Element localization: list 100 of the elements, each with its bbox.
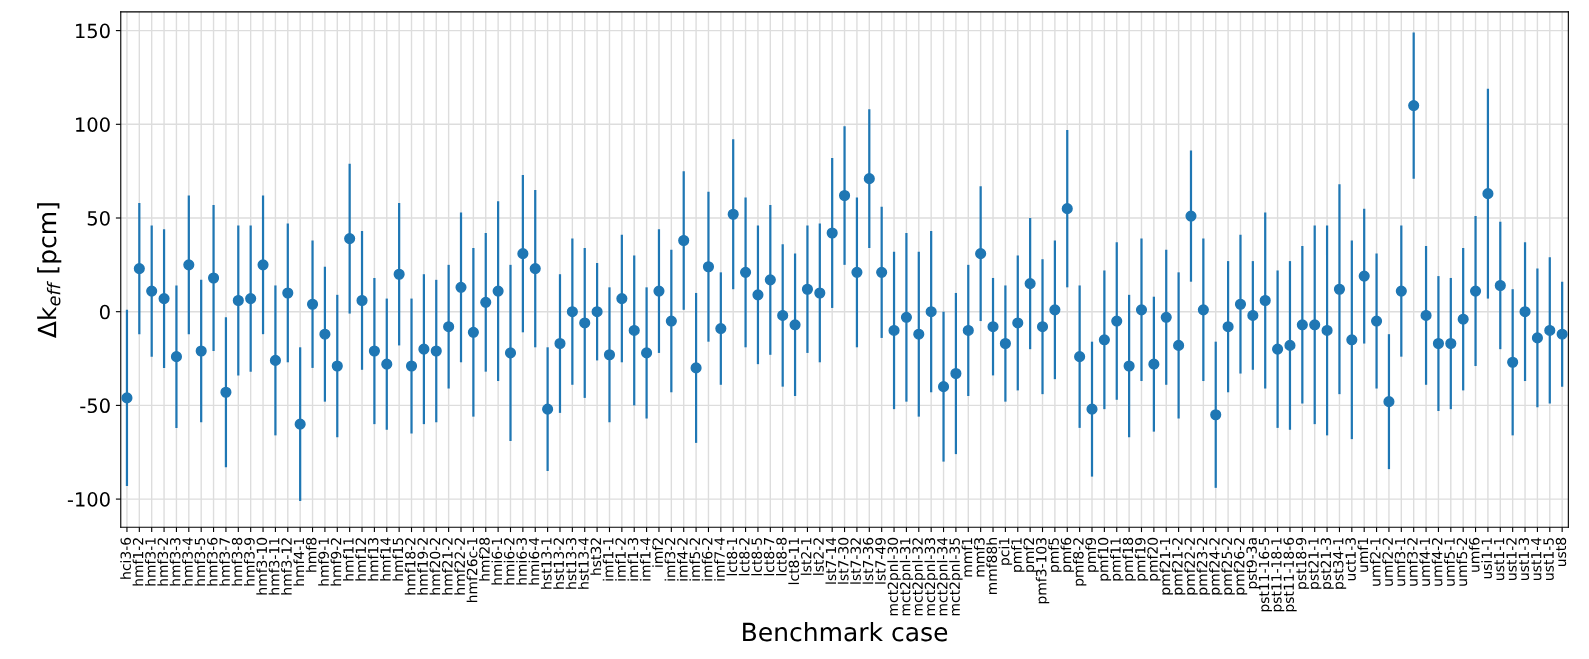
x-tick-label: umf3-2	[1406, 538, 1418, 586]
x-tick-label: mmf88h	[986, 538, 998, 595]
x-tick-label: pmf2	[1023, 538, 1037, 572]
x-tick-label: lst7-49	[874, 537, 886, 584]
x-tick-label: pmf1	[1011, 538, 1025, 572]
x-tick-label: hmf3-9	[243, 537, 255, 586]
x-tick-label: hst13-3	[565, 538, 577, 589]
x-tick-label: hmf1-2	[132, 538, 144, 586]
x-tick-label: lst7-32	[850, 538, 861, 584]
x-tick-label: ust8	[1555, 537, 1567, 567]
x-tick-label: lct8-11	[788, 538, 800, 585]
x-tick-label: pmf25-2	[1221, 538, 1235, 595]
x-tick-label: pmf21-2	[1171, 538, 1186, 595]
x-tick-label: ust1-5	[1543, 538, 1554, 580]
x-tick-label: pmf10	[1097, 537, 1112, 581]
x-tick-label: imf1-3	[627, 538, 639, 581]
x-tick-label: lct8-2	[738, 538, 750, 576]
x-tick-label: hmf3-4	[182, 537, 193, 586]
x-tick-label: hmf3-12	[281, 538, 292, 595]
x-tick-label: hmf12	[355, 538, 366, 581]
x-tick-label: pci1	[998, 538, 1013, 565]
x-tick-label: pmf9	[1085, 537, 1099, 572]
x-tick-label: hst32	[590, 538, 602, 575]
x-tick-label: hmf3-2	[157, 538, 169, 586]
x-tick-label: pmf26-2	[1233, 538, 1248, 595]
x-tick-label: hmf4-1	[293, 538, 304, 586]
x-tick-label: pmf20	[1147, 537, 1161, 581]
x-tick-label: hmf3-5	[194, 538, 206, 586]
x-tick-label: hmi6-4	[528, 537, 540, 585]
x-tick-label: hmf3-8	[231, 537, 243, 586]
x-tick-label: umf4-1	[1419, 538, 1431, 586]
x-tick-label: ust1-2	[1506, 538, 1517, 580]
x-tick-label: imf4-2	[676, 538, 688, 581]
x-tick-label: pmf8-2	[1072, 538, 1087, 586]
y-tick-label: 0	[99, 304, 110, 320]
x-tick-label: hmi6-1	[491, 538, 503, 585]
x-tick-label: umf3-1	[1394, 538, 1406, 586]
x-tick-label: hst13-2	[553, 538, 565, 589]
x-tick-label: pst18-9	[1295, 537, 1310, 589]
x-tick-label: hmf8	[305, 537, 317, 572]
x-tick-label: pmf3-103	[1035, 538, 1050, 604]
y-tick-label: 150	[76, 23, 110, 39]
x-tick-label: hmf3-10	[256, 537, 268, 595]
x-tick-label: lct8-1	[726, 538, 738, 576]
x-tick-label: lct8-8	[775, 537, 787, 576]
x-tick-label: pmf6	[1060, 537, 1074, 572]
x-tick-label: hmf13	[367, 538, 379, 581]
x-tick-label: hci3-6	[120, 537, 131, 579]
x-tick-label: mct2pnl-34	[936, 537, 951, 616]
x-tick-label: lst2-2	[813, 538, 824, 575]
x-tick-label: imf1-2	[615, 538, 626, 581]
x-tick-label: pmf24-2	[1209, 538, 1223, 595]
x-tick-label: imf5-2	[689, 538, 701, 581]
x-tick-label: hmf18-2	[404, 538, 416, 595]
x-tick-label: lct8-7	[763, 538, 775, 576]
x-tick-label: pmf11	[1110, 538, 1124, 581]
x-tick-label: hmf3-7	[219, 538, 230, 586]
x-tick-label: pst9-3a	[1246, 538, 1260, 589]
x-tick-label: ust1-1	[1494, 538, 1505, 580]
x-tick-label: pmf19	[1134, 537, 1149, 581]
x-tick-label: hmf28	[479, 537, 490, 581]
x-tick-label: ust1-3	[1518, 538, 1530, 580]
x-tick-label: umf2-2	[1382, 538, 1393, 586]
x-tick-label: mct2pnl-30	[887, 537, 901, 616]
x-tick-label: mct2pnl-31	[899, 538, 914, 616]
x-tick-label: umf4-2	[1431, 538, 1443, 586]
x-tick-label: hst13-4	[578, 537, 589, 589]
x-tick-label: mct2pnl-32	[912, 538, 926, 616]
y-axis-title: Δk$_{eff}$ [pcm]	[37, 203, 62, 338]
x-tick-label: lst2-1	[800, 538, 812, 575]
x-tick-label: hmi6-2	[503, 538, 515, 585]
y-tick-label: -50	[80, 398, 110, 414]
x-tick-label: hmf21-2	[441, 538, 453, 595]
x-tick-label: pmf22-2	[1184, 538, 1198, 595]
x-tick-label: pst11-18-1	[1271, 538, 1285, 612]
x-tick-label: hmf9-1	[318, 538, 329, 586]
x-tick-label: lct8-5	[751, 538, 762, 576]
x-tick-label: imf1-1	[602, 538, 614, 581]
x-tick-label: umf5-1	[1444, 538, 1455, 586]
x-tick-label: lst7-14	[825, 537, 837, 584]
x-tick-label: pmf18	[1122, 537, 1136, 581]
x-tick-label: imf7-4	[714, 537, 725, 581]
x-tick-label: pmf5	[1048, 538, 1062, 572]
x-tick-label: pst34-1	[1332, 538, 1347, 589]
x-tick-label: imf1-4	[639, 537, 651, 581]
x-tick-label: hmf3-3	[169, 538, 181, 586]
x-tick-label: pst21-3	[1320, 538, 1334, 589]
x-tick-label: lst7-36	[862, 537, 874, 584]
x-tick-label: umf1	[1357, 538, 1369, 572]
x-tick-label: hmf14	[380, 537, 391, 581]
x-tick-label: hmf19-2	[417, 538, 428, 595]
x-tick-label: mmf3	[973, 538, 985, 577]
x-tick-label: imf3-2	[664, 538, 676, 581]
x-tick-label: lst7-30	[837, 537, 849, 584]
x-tick-label: hmf3-11	[268, 538, 280, 595]
x-tick-label: pmf21-1	[1159, 538, 1173, 595]
x-tick-label: imf2	[652, 538, 663, 567]
x-tick-label: hmf11	[342, 538, 354, 581]
x-tick-label: hmf15	[392, 538, 404, 581]
x-tick-label: mct2pnl-35	[949, 538, 963, 616]
